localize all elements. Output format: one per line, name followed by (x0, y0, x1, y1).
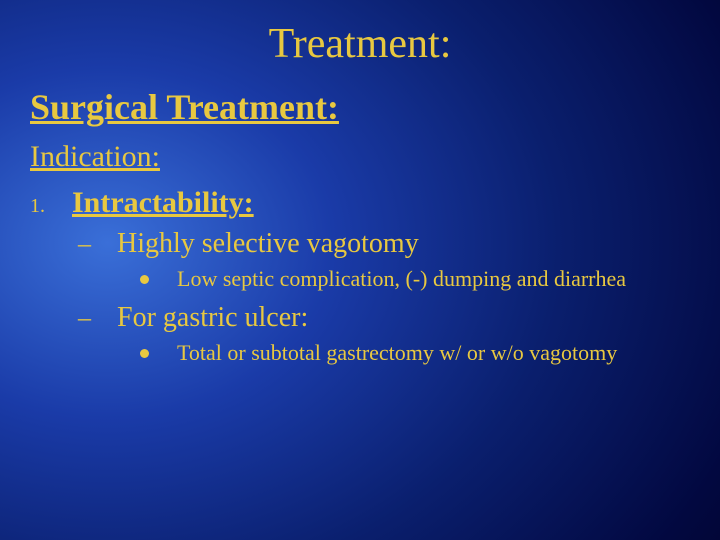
bullet-list-item: Low septic complication, (-) dumping and… (140, 266, 690, 292)
numbered-list-item: 1. Intractability: (30, 186, 690, 220)
numbered-heading: Intractability: (72, 186, 254, 220)
dash-list-item: – Highly selective vagotomy (78, 228, 690, 260)
dash-text: Highly selective vagotomy (117, 228, 419, 260)
dash-text: For gastric ulcer: (117, 302, 308, 334)
subsection-heading: Indication: (30, 140, 690, 174)
number-marker: 1. (30, 195, 50, 218)
dash-marker: – (78, 229, 91, 259)
bullet-list-item: Total or subtotal gastrectomy w/ or w/o … (140, 340, 690, 366)
section-heading: Surgical Treatment: (30, 86, 690, 128)
slide-title: Treatment: (30, 20, 690, 68)
bullet-icon (140, 275, 149, 284)
dash-list-item: – For gastric ulcer: (78, 302, 690, 334)
dash-marker: – (78, 303, 91, 333)
bullet-text: Low septic complication, (-) dumping and… (177, 266, 626, 292)
bullet-text: Total or subtotal gastrectomy w/ or w/o … (177, 340, 617, 366)
bullet-icon (140, 349, 149, 358)
